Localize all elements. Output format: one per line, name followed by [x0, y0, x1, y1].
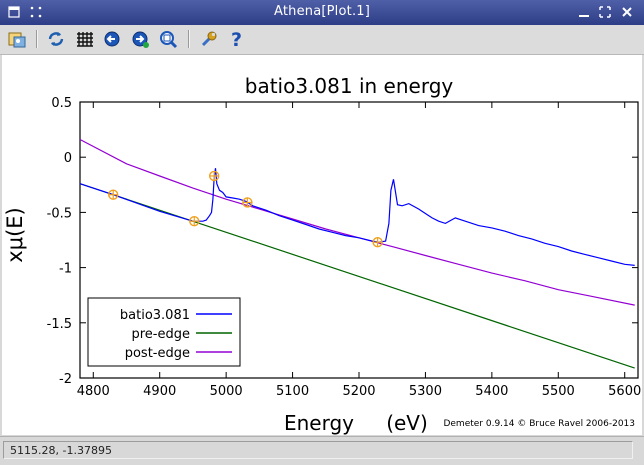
normalization-marker: [189, 216, 200, 227]
chart-title: batio3.081 in energy: [245, 74, 454, 98]
legend-label: post-edge: [125, 346, 190, 361]
help-icon[interactable]: ?: [225, 28, 247, 51]
window-title: Athena[Plot.1]: [273, 4, 371, 19]
status-bar: 5115.28, -1.37895: [0, 436, 644, 465]
minimize-icon[interactable]: [576, 4, 592, 20]
plot-area[interactable]: batio3.081 in energy 4800 4900 5000 5100 520…: [2, 55, 642, 435]
x-tick-label: 5200: [342, 384, 375, 399]
normalization-marker: [372, 237, 383, 248]
x-tick-label: 5500: [542, 384, 575, 399]
legend-label: batio3.081: [120, 308, 190, 323]
series-line-batio3-081: [79, 168, 635, 266]
series-line-pre-edge: [79, 183, 635, 369]
credit-text: Demeter 0.9.14 © Bruce Ravel 2006-2013: [443, 419, 635, 429]
svg-text:?: ?: [231, 29, 242, 50]
x-tick-label: 5100: [276, 384, 309, 399]
x-tick-label: 5000: [210, 384, 243, 399]
axis-ticks: 4800 4900 5000 5100 5200 5300 5400 5500 5600 0.5 0…: [47, 96, 642, 399]
cursor-coordinates: 5115.28, -1.37895: [3, 441, 633, 459]
zoom-in-icon[interactable]: [101, 28, 123, 50]
zoom-out-icon[interactable]: [129, 28, 151, 50]
y-tick-label: 0.5: [51, 96, 72, 111]
grid-icon[interactable]: [73, 28, 95, 50]
legend: batio3.081 pre-edge post-edge: [87, 297, 241, 367]
refresh-icon[interactable]: [45, 28, 67, 50]
legend-label: pre-edge: [132, 327, 191, 342]
marker-layer: [108, 170, 383, 248]
shade-icon[interactable]: [6, 4, 22, 20]
close-icon[interactable]: [619, 4, 635, 20]
x-tick-label: 4800: [77, 384, 110, 399]
y-tick-label: -1.5: [47, 317, 72, 332]
zoom-fit-icon[interactable]: [157, 28, 179, 50]
toolbar-separator: [188, 30, 190, 48]
y-tick-label: -0.5: [47, 206, 72, 221]
normalization-marker: [208, 170, 220, 182]
x-tick-label: 5300: [409, 384, 442, 399]
y-axis-label: xμ(E): [3, 207, 27, 262]
save-image-icon[interactable]: [6, 28, 28, 50]
title-bar[interactable]: Athena[Plot.1]: [0, 0, 644, 25]
normalization-marker: [242, 197, 253, 208]
series-line-post-edge: [79, 138, 635, 306]
menu-dots-icon[interactable]: [28, 4, 44, 20]
plot-toolbar: ?: [0, 25, 644, 55]
settings-wrench-icon[interactable]: [197, 28, 219, 50]
normalization-marker: [108, 189, 119, 200]
x-tick-label: 5600: [608, 384, 641, 399]
legend-box: [87, 297, 241, 367]
x-axis-label: Energy: [284, 411, 354, 435]
toolbar-separator: [36, 30, 38, 48]
x-axis-unit: (eV): [386, 411, 428, 435]
chart-svg[interactable]: batio3.081 in energy 4800 4900 5000 5100 520…: [2, 55, 642, 435]
y-tick-label: -2: [59, 372, 72, 387]
x-tick-label: 5400: [475, 384, 508, 399]
x-tick-label: 4900: [143, 384, 176, 399]
maximize-icon[interactable]: [597, 4, 613, 20]
y-tick-label: 0: [64, 151, 72, 166]
y-tick-label: -1: [59, 262, 72, 277]
